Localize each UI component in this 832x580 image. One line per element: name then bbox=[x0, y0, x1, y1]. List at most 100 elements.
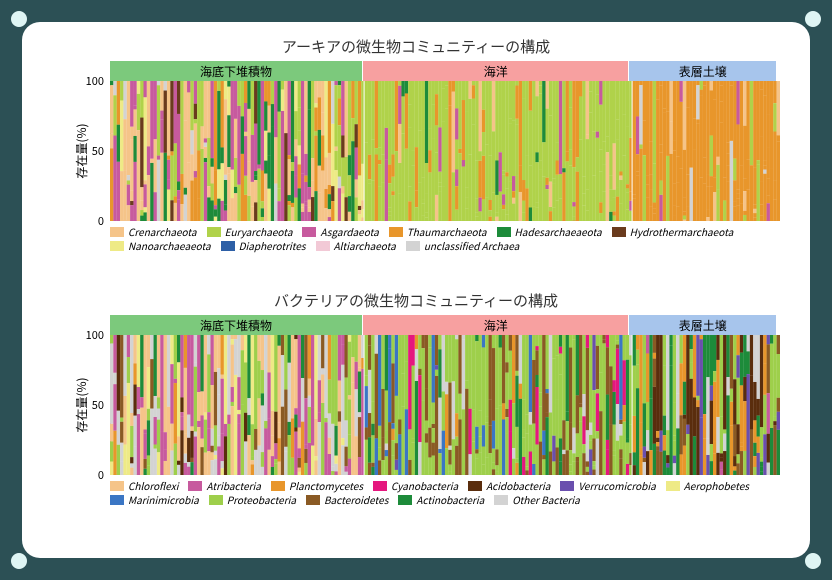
bar-segment bbox=[468, 81, 471, 99]
bar-segment bbox=[358, 175, 361, 205]
bar-segment bbox=[572, 428, 575, 454]
bar-segment bbox=[448, 465, 451, 472]
bar-segment bbox=[546, 417, 549, 475]
bar-segment bbox=[304, 335, 307, 398]
bar-segment bbox=[633, 174, 636, 185]
bar-segment bbox=[482, 335, 485, 347]
bar-segment bbox=[515, 86, 518, 119]
bar-segment bbox=[502, 175, 505, 194]
bar-segment bbox=[358, 417, 361, 457]
bar-segment bbox=[328, 209, 331, 217]
bar-segment bbox=[760, 471, 763, 475]
bar-segment bbox=[579, 96, 582, 139]
bar-segment bbox=[522, 437, 525, 457]
bar-segment bbox=[365, 181, 368, 221]
bar-segment bbox=[646, 185, 649, 198]
bar-segment bbox=[633, 186, 636, 195]
bar-segment bbox=[475, 217, 478, 221]
bar-segment bbox=[291, 418, 294, 457]
bar-segment bbox=[318, 335, 321, 380]
bar-segment bbox=[368, 437, 371, 462]
bar-segment bbox=[680, 81, 683, 102]
bar-segment bbox=[639, 447, 642, 456]
bar-segment bbox=[659, 144, 662, 152]
bar-segment bbox=[341, 365, 344, 438]
bar-segment bbox=[214, 451, 217, 455]
bar-segment bbox=[278, 346, 281, 423]
bar-segment bbox=[117, 125, 120, 162]
bar-segment bbox=[750, 184, 753, 193]
bar-segment bbox=[666, 468, 669, 475]
bar-segment bbox=[760, 216, 763, 221]
bar-segment bbox=[425, 218, 428, 221]
bar-segment bbox=[251, 81, 254, 135]
bar-segment bbox=[281, 355, 284, 407]
bar-segment bbox=[217, 81, 220, 91]
bar-segment bbox=[345, 466, 348, 471]
bar-segment bbox=[499, 81, 502, 152]
bar-segment bbox=[331, 455, 334, 461]
legend-label: Planctomycetes bbox=[289, 479, 363, 493]
bar-segment bbox=[432, 455, 435, 475]
bar-segment bbox=[733, 211, 736, 221]
bar-segment bbox=[559, 354, 562, 375]
bar-segment bbox=[760, 335, 763, 427]
bar-segment bbox=[298, 468, 301, 472]
bar-segment bbox=[445, 394, 448, 448]
bar-segment bbox=[204, 453, 207, 475]
group-segment: 海底下堆積物 bbox=[110, 315, 363, 335]
bar-segment bbox=[613, 380, 616, 392]
bar-segment bbox=[586, 348, 589, 430]
bar-segment bbox=[472, 437, 475, 441]
bar-segment bbox=[552, 81, 555, 153]
bar-segment bbox=[686, 335, 689, 425]
bar-segment bbox=[757, 437, 760, 453]
bar-segment bbox=[418, 375, 421, 442]
bar-segment bbox=[180, 174, 183, 204]
bar-segment bbox=[231, 402, 234, 406]
bar-segment bbox=[224, 335, 227, 424]
bar-segment bbox=[562, 172, 565, 221]
bar-segment bbox=[455, 413, 458, 436]
bar-segment bbox=[214, 217, 217, 221]
bar-segment bbox=[462, 339, 465, 409]
bar-segment bbox=[619, 171, 622, 175]
bar-segment bbox=[308, 208, 311, 212]
bar-segment bbox=[613, 425, 616, 451]
bar-segment bbox=[539, 169, 542, 180]
bar-segment bbox=[525, 335, 528, 414]
bar-segment bbox=[271, 436, 274, 456]
bar-segment bbox=[318, 130, 321, 166]
bar-segment bbox=[197, 392, 200, 421]
bar-segment bbox=[532, 81, 535, 171]
bar-segment bbox=[231, 345, 234, 387]
bar-segment bbox=[505, 362, 508, 372]
bar-segment bbox=[680, 454, 683, 475]
bar-segment bbox=[381, 81, 384, 155]
legend-label: Aerophobetes bbox=[684, 479, 749, 493]
bar-segment bbox=[154, 335, 157, 396]
bar-segment bbox=[278, 335, 281, 346]
bar-segment bbox=[177, 114, 180, 182]
bar-segment bbox=[525, 462, 528, 466]
bar-segment bbox=[726, 153, 729, 165]
bar-segment bbox=[438, 349, 441, 397]
bar-segment bbox=[720, 416, 723, 453]
legend-item: Actinobacteria bbox=[398, 493, 484, 507]
legend-item: Nanoarchaeaeota bbox=[110, 239, 211, 253]
bar-segment bbox=[569, 472, 572, 475]
bar-segment bbox=[328, 81, 331, 153]
bar-segment bbox=[200, 439, 203, 447]
bar-segment bbox=[482, 465, 485, 475]
bar-segment bbox=[619, 459, 622, 475]
bar-segment bbox=[556, 161, 559, 175]
bar-segment bbox=[398, 163, 401, 194]
bar-segment bbox=[716, 360, 719, 417]
bar-segment bbox=[767, 463, 770, 475]
bar-segment bbox=[324, 422, 327, 475]
bar-segment bbox=[150, 163, 153, 221]
bar-segment bbox=[546, 185, 549, 189]
bar-segment bbox=[405, 335, 408, 362]
bar-segment bbox=[435, 335, 438, 365]
bar-segment bbox=[492, 192, 495, 221]
